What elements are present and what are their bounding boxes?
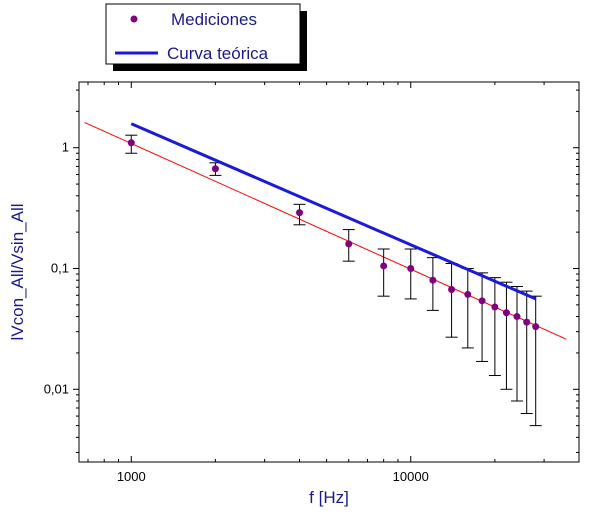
error-bar xyxy=(488,277,501,377)
data-point xyxy=(407,264,415,272)
legend-marker-mediciones xyxy=(130,15,138,23)
data-point xyxy=(532,323,540,331)
y-tick-label: 1 xyxy=(62,140,69,155)
error-bar xyxy=(426,257,439,311)
data-point xyxy=(502,309,510,317)
data-point xyxy=(380,262,388,270)
data-point xyxy=(523,318,531,326)
error-bar xyxy=(529,295,542,427)
data-point xyxy=(429,276,437,284)
y-tick-label: 0,1 xyxy=(51,260,69,275)
theory-line xyxy=(130,122,537,301)
error-bar xyxy=(500,281,513,390)
error-bar-layer xyxy=(125,134,542,427)
error-bar xyxy=(377,248,390,297)
data-point xyxy=(491,303,499,311)
error-bar xyxy=(445,262,458,338)
legend-label-curva-teorica: Curva teórica xyxy=(167,44,269,63)
data-point xyxy=(211,165,219,173)
error-bar xyxy=(520,290,533,415)
error-bar xyxy=(461,267,474,349)
error-bar xyxy=(476,272,489,362)
error-bar xyxy=(404,248,417,300)
data-point xyxy=(513,313,521,321)
x-axis-title: f [Hz] xyxy=(309,488,349,507)
data-point xyxy=(464,290,472,298)
data-point-layer xyxy=(127,139,540,331)
x-tick-label: 10000 xyxy=(393,469,429,484)
theory-line-layer xyxy=(130,122,537,301)
y-axis-ticks: 0,01 0,1 1 xyxy=(44,89,579,453)
data-point xyxy=(448,286,456,294)
data-point xyxy=(345,240,353,248)
fit-line xyxy=(84,121,567,340)
legend: Mediciones Curva teórica xyxy=(105,3,307,71)
fit-line-layer xyxy=(84,121,567,340)
x-tick-label: 1000 xyxy=(117,469,146,484)
data-point xyxy=(296,209,304,217)
x-axis-ticks: 1000 10000 xyxy=(87,82,580,484)
y-axis-title: lVcon_All/Vsin_All xyxy=(8,203,27,340)
data-point xyxy=(127,139,135,147)
data-point xyxy=(478,297,486,305)
legend-label-mediciones: Mediciones xyxy=(171,10,257,29)
plot-frame xyxy=(78,81,580,463)
error-bar xyxy=(511,285,524,402)
y-tick-label: 0,01 xyxy=(44,381,69,396)
